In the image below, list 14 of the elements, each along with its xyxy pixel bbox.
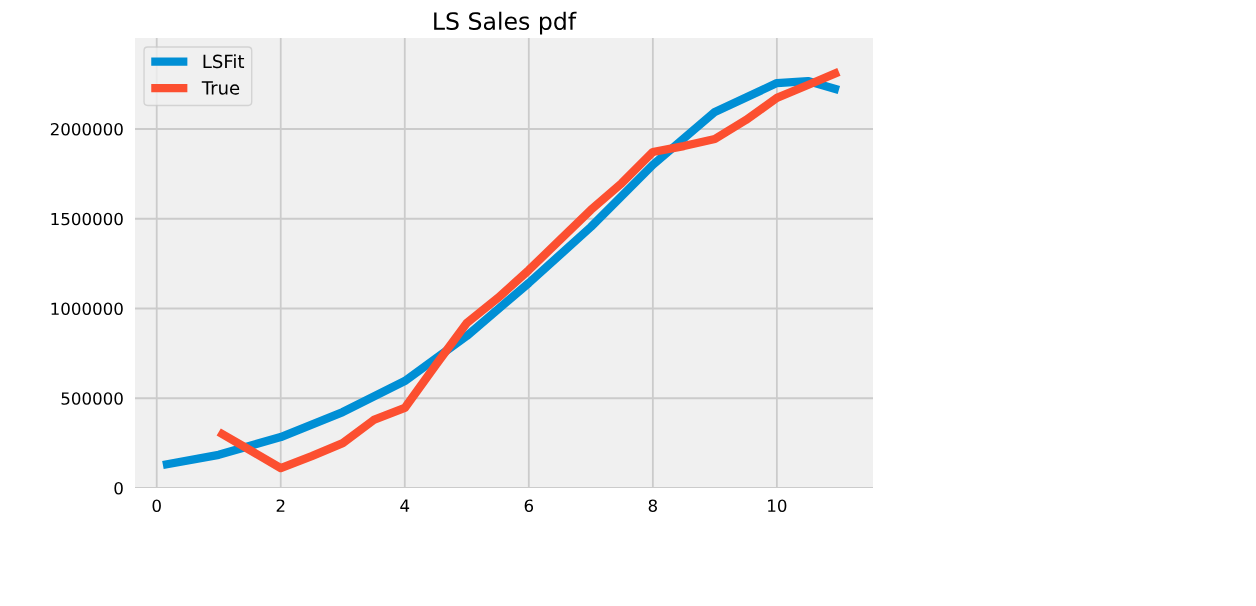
x-tick-label: 10 <box>768 499 787 513</box>
x-tick-label: 2 <box>276 499 285 512</box>
legend-label: LSFit <box>203 54 245 69</box>
x-tick-label: 8 <box>648 499 657 513</box>
chart-title: LS Sales pdf <box>434 11 577 35</box>
y-tick-label: 1500000 <box>51 212 123 226</box>
y-tick-label: 0 <box>114 481 123 495</box>
legend-label: True <box>201 81 240 95</box>
x-tick-label: 6 <box>524 499 534 513</box>
y-tick-label: 1000000 <box>51 302 123 316</box>
y-tick-label: 500000 <box>61 392 123 405</box>
x-tick-label: 4 <box>400 499 410 512</box>
y-tick-label: 2000000 <box>50 122 123 136</box>
x-tick-label: 0 <box>152 499 161 513</box>
